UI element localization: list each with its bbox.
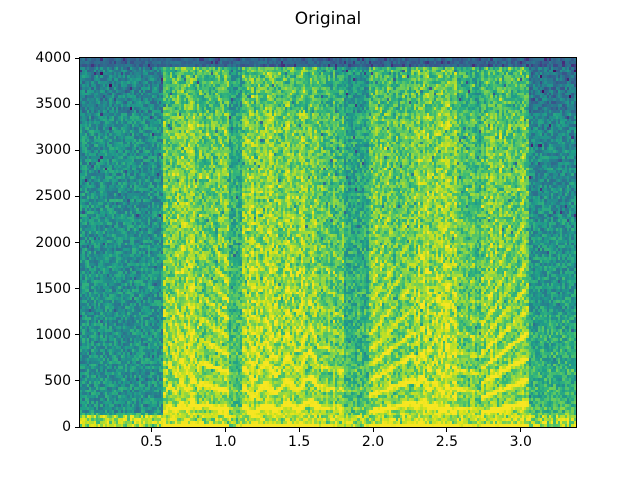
y-tick-label: 2500	[35, 188, 71, 205]
y-tick-mark	[75, 426, 79, 428]
y-tick-label: 2000	[35, 234, 71, 251]
x-tick-mark	[520, 428, 522, 432]
y-tick-label: 500	[44, 372, 71, 389]
y-tick-label: 1000	[35, 326, 71, 343]
x-tick-label: 2.0	[361, 434, 385, 450]
x-tick-mark	[224, 428, 226, 432]
y-tick-mark	[75, 103, 79, 105]
y-tick-mark	[75, 195, 79, 197]
x-tick-mark	[150, 428, 152, 432]
y-tick-mark	[75, 242, 79, 243]
x-tick-mark	[298, 428, 300, 432]
y-tick-label: 3000	[35, 142, 71, 159]
y-tick-mark	[75, 380, 79, 382]
x-tick-label: 1.0	[214, 434, 237, 450]
plot-area	[79, 57, 577, 428]
x-tick-label: 2.5	[435, 434, 459, 450]
y-tick-label: 1500	[35, 280, 71, 297]
y-tick-mark	[75, 334, 79, 336]
x-tick-label: 3.0	[509, 434, 532, 450]
y-tick-label: 0	[62, 419, 71, 435]
y-tick-mark	[75, 57, 79, 59]
y-tick-label: 4000	[35, 50, 71, 66]
chart-title: Original	[294, 9, 362, 29]
spectrogram-canvas	[80, 58, 576, 427]
x-tick-label: 0.5	[140, 434, 163, 450]
y-tick-label: 3500	[35, 96, 71, 113]
x-tick-mark	[372, 428, 374, 432]
y-tick-mark	[75, 149, 79, 151]
y-tick-mark	[75, 288, 79, 290]
x-tick-mark	[446, 428, 448, 432]
x-tick-label: 1.5	[288, 434, 311, 450]
